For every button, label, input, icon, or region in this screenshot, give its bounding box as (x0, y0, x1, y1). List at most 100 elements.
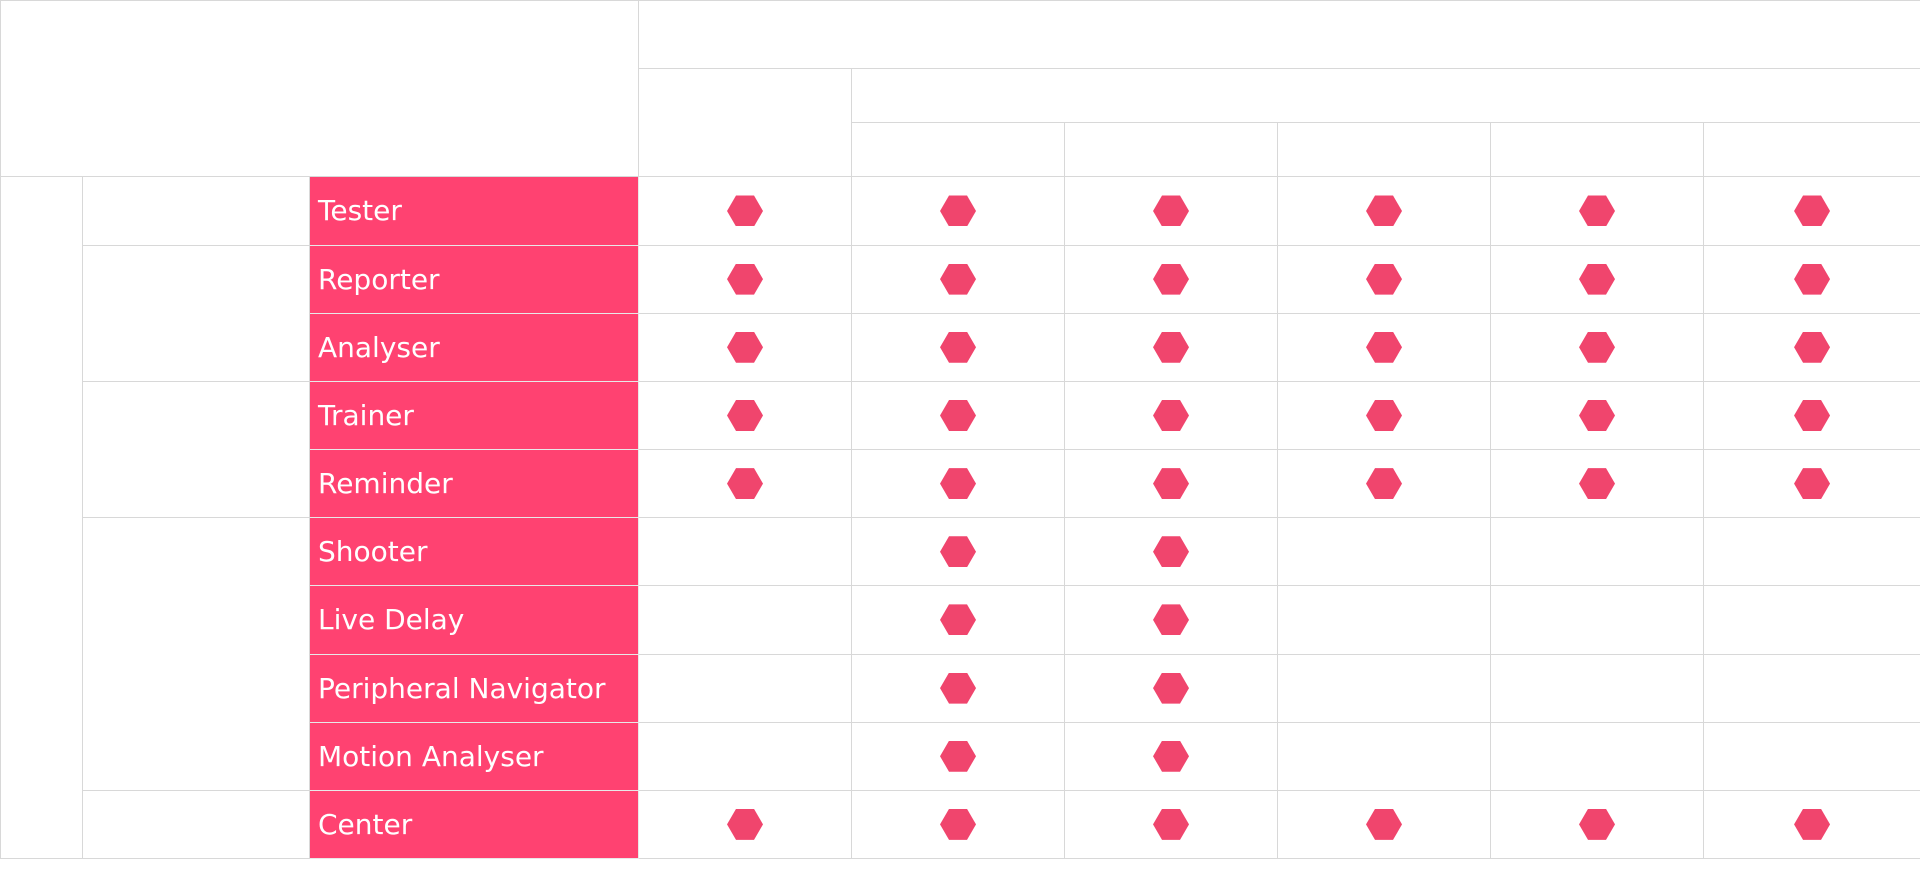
mark-cell (1703, 244, 1920, 314)
mark-cell (1064, 449, 1279, 519)
mark-cell (638, 380, 853, 451)
hexagon-icon (940, 536, 977, 568)
header-subgroup-cell (851, 68, 1920, 124)
table-row: Motion Analyser (1, 721, 1920, 791)
feature-label: Shooter (308, 517, 640, 587)
mark-cell (638, 517, 853, 587)
mark-cell (1703, 721, 1920, 791)
mark-cell (1064, 653, 1279, 723)
mark-cell (851, 653, 1066, 723)
mark-cell (1277, 312, 1492, 382)
mark-cell (851, 312, 1066, 382)
mark-cell (1703, 653, 1920, 723)
hexagon-icon (1153, 263, 1190, 295)
feature-label: Reporter (308, 244, 640, 314)
mark-cell (1703, 517, 1920, 587)
mark-cell (1703, 449, 1920, 519)
table-row: Shooter (1, 517, 1920, 791)
mark-cell (851, 449, 1066, 519)
mark-cell (1703, 176, 1920, 246)
hexagon-icon (940, 808, 977, 840)
mark-cell (1703, 585, 1920, 655)
feature-label: Reminder (308, 449, 640, 519)
hexagon-icon (1366, 399, 1403, 431)
hexagon-icon (1794, 263, 1831, 295)
mark-cell (1277, 517, 1492, 587)
mark-cell (1490, 312, 1705, 382)
hexagon-icon (940, 195, 977, 227)
mark-cell (1703, 789, 1920, 860)
mark-cell (1064, 721, 1279, 791)
hexagon-icon (1153, 672, 1190, 704)
mark-cell (1490, 789, 1705, 860)
mark-cell (1703, 380, 1920, 451)
table-row: Analyser (1, 312, 1920, 382)
hexagon-icon (1366, 468, 1403, 500)
mark-cell (851, 380, 1066, 451)
hexagon-icon (1579, 399, 1616, 431)
mark-cell (638, 312, 853, 382)
mark-cell (1064, 585, 1279, 655)
hexagon-icon (1153, 399, 1190, 431)
mark-cell (851, 789, 1066, 860)
feature-label: Tester (308, 176, 640, 246)
table-row: Tester (0, 176, 1920, 859)
feature-label: Trainer (308, 380, 640, 451)
mark-cell (638, 176, 853, 246)
header-group-cell (638, 0, 1920, 70)
mark-cell (1490, 244, 1705, 314)
hexagon-icon (1366, 808, 1403, 840)
mark-cell (1064, 789, 1279, 860)
hexagon-icon (1794, 468, 1831, 500)
hexagon-icon (1794, 399, 1831, 431)
hexagon-icon (1579, 808, 1616, 840)
hexagon-icon (1153, 468, 1190, 500)
header-column-2 (851, 122, 1066, 178)
mark-cell (1490, 176, 1705, 246)
mark-cell (1703, 312, 1920, 382)
mark-cell (851, 176, 1066, 246)
mark-cell (1490, 449, 1705, 519)
hexagon-icon (727, 331, 764, 363)
hexagon-icon (940, 740, 977, 772)
table-row: Reporter (1, 244, 1920, 382)
hexagon-icon (940, 399, 977, 431)
mark-cell (851, 585, 1066, 655)
hexagon-icon (727, 468, 764, 500)
mark-cell (638, 721, 853, 791)
mark-cell (1490, 585, 1705, 655)
mark-cell (1064, 312, 1279, 382)
hexagon-icon (1366, 263, 1403, 295)
hexagon-icon (1153, 604, 1190, 636)
feature-label: Analyser (308, 312, 640, 382)
hexagon-icon (940, 468, 977, 500)
mark-cell (851, 721, 1066, 791)
feature-label: Motion Analyser (308, 721, 640, 791)
header-column-5 (1490, 122, 1705, 178)
header-column-3 (1064, 122, 1279, 178)
hexagon-icon (1153, 536, 1190, 568)
hexagon-icon (1579, 331, 1616, 363)
mark-cell (1064, 380, 1279, 451)
mark-cell (638, 244, 853, 314)
hexagon-icon (940, 604, 977, 636)
mark-cell (638, 449, 853, 519)
hexagon-icon (1579, 195, 1616, 227)
table-row: Peripheral Navigator (1, 653, 1920, 723)
hexagon-icon (1794, 195, 1831, 227)
category-cell (82, 380, 310, 519)
header-column-6 (1703, 122, 1920, 178)
hexagon-icon (1579, 468, 1616, 500)
category-cell (82, 176, 310, 246)
mark-cell (1277, 244, 1492, 314)
mark-cell (1277, 653, 1492, 723)
hexagon-icon (1366, 331, 1403, 363)
hexagon-icon (1153, 740, 1190, 772)
category-cell (82, 789, 310, 860)
hexagon-icon (1794, 331, 1831, 363)
table-row: Trainer (1, 380, 1920, 519)
hexagon-icon (1153, 331, 1190, 363)
header-column-4 (1277, 122, 1492, 178)
